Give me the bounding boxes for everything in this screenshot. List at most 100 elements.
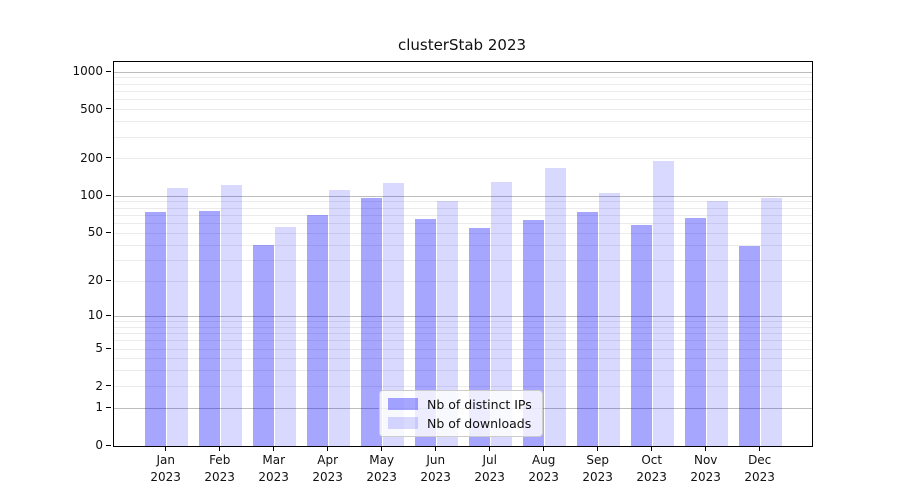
gridline-minor — [114, 136, 812, 138]
legend-entry: Nb of downloads — [388, 415, 532, 431]
y-tick-label: 0 — [95, 438, 103, 452]
bar-distinct-ips — [523, 220, 545, 446]
x-tick-year: 2023 — [258, 469, 289, 484]
gridline-minor — [114, 370, 812, 372]
x-tick-label: Aug 2023 — [514, 452, 574, 485]
x-tick-year: 2023 — [366, 469, 397, 484]
x-tick-month: Mar — [262, 453, 285, 467]
x-tick-year: 2023 — [474, 469, 505, 484]
x-tick-label: Mar 2023 — [244, 452, 304, 485]
gridline-minor — [114, 83, 812, 85]
x-tick-label: Nov 2023 — [676, 452, 736, 485]
gridline-minor — [114, 207, 812, 209]
x-tick-month: Oct — [641, 453, 663, 467]
gridline-minor — [114, 223, 812, 224]
x-tick-mark — [489, 447, 491, 451]
bar-downloads — [383, 183, 405, 446]
x-tick-month: Jun — [426, 453, 446, 467]
x-tick-mark — [597, 447, 599, 451]
x-tick-year: 2023 — [582, 469, 613, 484]
bar-downloads — [221, 185, 243, 446]
x-tick-month: Feb — [209, 453, 231, 467]
legend-swatch-distinct-ips — [388, 398, 418, 410]
x-tick-mark — [705, 447, 707, 451]
legend-swatch-downloads — [388, 417, 418, 429]
gridline-minor — [114, 121, 812, 123]
x-tick-label: Jun 2023 — [406, 452, 466, 485]
x-tick-mark — [219, 447, 221, 451]
x-tick-mark — [381, 447, 383, 451]
y-tick-mark — [106, 444, 111, 446]
bar-distinct-ips — [739, 246, 761, 446]
gridline-minor — [114, 214, 812, 216]
legend: Nb of distinct IPs Nb of downloads — [379, 390, 543, 437]
x-tick-month: Jul — [482, 453, 497, 467]
y-tick-mark — [106, 70, 111, 72]
x-tick-label: Jan 2023 — [136, 452, 196, 485]
gridline-major — [114, 195, 812, 197]
bar-distinct-ips — [577, 211, 599, 446]
x-tick-mark — [435, 447, 437, 451]
y-tick-label: 50 — [87, 225, 103, 240]
gridline-minor — [114, 99, 812, 101]
gridline-minor — [114, 280, 812, 282]
bar-distinct-ips — [631, 225, 653, 446]
bar-downloads — [599, 192, 621, 446]
gridline-minor — [114, 201, 812, 203]
x-tick-year: 2023 — [150, 469, 181, 484]
y-tick-mark — [106, 347, 111, 349]
x-tick-mark — [273, 447, 275, 451]
x-tick-month: Jan — [156, 453, 175, 467]
x-tick-mark — [651, 447, 653, 451]
plot-area: Nb of distinct IPs Nb of downloads — [113, 61, 813, 447]
x-tick-month: Aug — [531, 453, 556, 467]
y-tick-label: 20 — [87, 273, 103, 288]
y-tick-label: 200 — [80, 150, 103, 165]
gridline-minor — [114, 386, 812, 388]
x-tick-mark — [543, 447, 545, 451]
x-tick-year: 2023 — [312, 469, 343, 484]
gridline-minor — [114, 109, 812, 111]
bar-distinct-ips — [199, 210, 221, 446]
y-tick-label: 1000 — [72, 64, 103, 79]
y-tick-mark — [106, 406, 111, 408]
x-tick-label: May 2023 — [352, 452, 412, 485]
gridline-minor — [114, 90, 812, 92]
legend-entry: Nb of distinct IPs — [388, 396, 532, 412]
x-tick-mark — [759, 447, 761, 451]
x-tick-year: 2023 — [528, 469, 559, 484]
gridline-minor — [114, 348, 812, 350]
y-tick-mark — [106, 385, 111, 387]
x-tick-label: Sep 2023 — [568, 452, 628, 485]
y-tick-mark — [106, 157, 111, 159]
y-tick-label: 10 — [87, 308, 103, 323]
bar-downloads — [707, 200, 729, 446]
chart-title: clusterStab 2023 — [397, 36, 527, 54]
bar-downloads — [761, 197, 783, 446]
gridline-major — [114, 71, 812, 73]
y-tick-label: 100 — [80, 188, 103, 203]
gridline-minor — [114, 320, 812, 322]
x-tick-label: Oct 2023 — [622, 452, 682, 485]
y-tick-mark — [106, 314, 111, 316]
y-tick-mark — [106, 279, 111, 281]
bar-distinct-ips — [361, 198, 383, 446]
x-tick-year: 2023 — [420, 469, 451, 484]
gridline-major — [114, 315, 812, 317]
x-tick-month: Dec — [748, 453, 772, 467]
gridline-minor — [114, 259, 812, 261]
legend-label: Nb of distinct IPs — [427, 396, 532, 412]
x-tick-month: Sep — [586, 453, 609, 467]
x-tick-label: Apr 2023 — [298, 452, 358, 485]
x-tick-month: Apr — [317, 453, 339, 467]
bar-distinct-ips — [307, 215, 329, 446]
bar-downloads — [329, 190, 351, 446]
bar-downloads — [275, 227, 297, 446]
legend-label: Nb of downloads — [427, 415, 532, 431]
gridline-minor — [114, 244, 812, 246]
bar-downloads — [167, 187, 189, 446]
bar-distinct-ips — [685, 218, 707, 446]
x-tick-label: Dec 2023 — [730, 452, 790, 485]
gridline-minor — [114, 77, 812, 79]
y-tick-mark — [106, 108, 111, 110]
